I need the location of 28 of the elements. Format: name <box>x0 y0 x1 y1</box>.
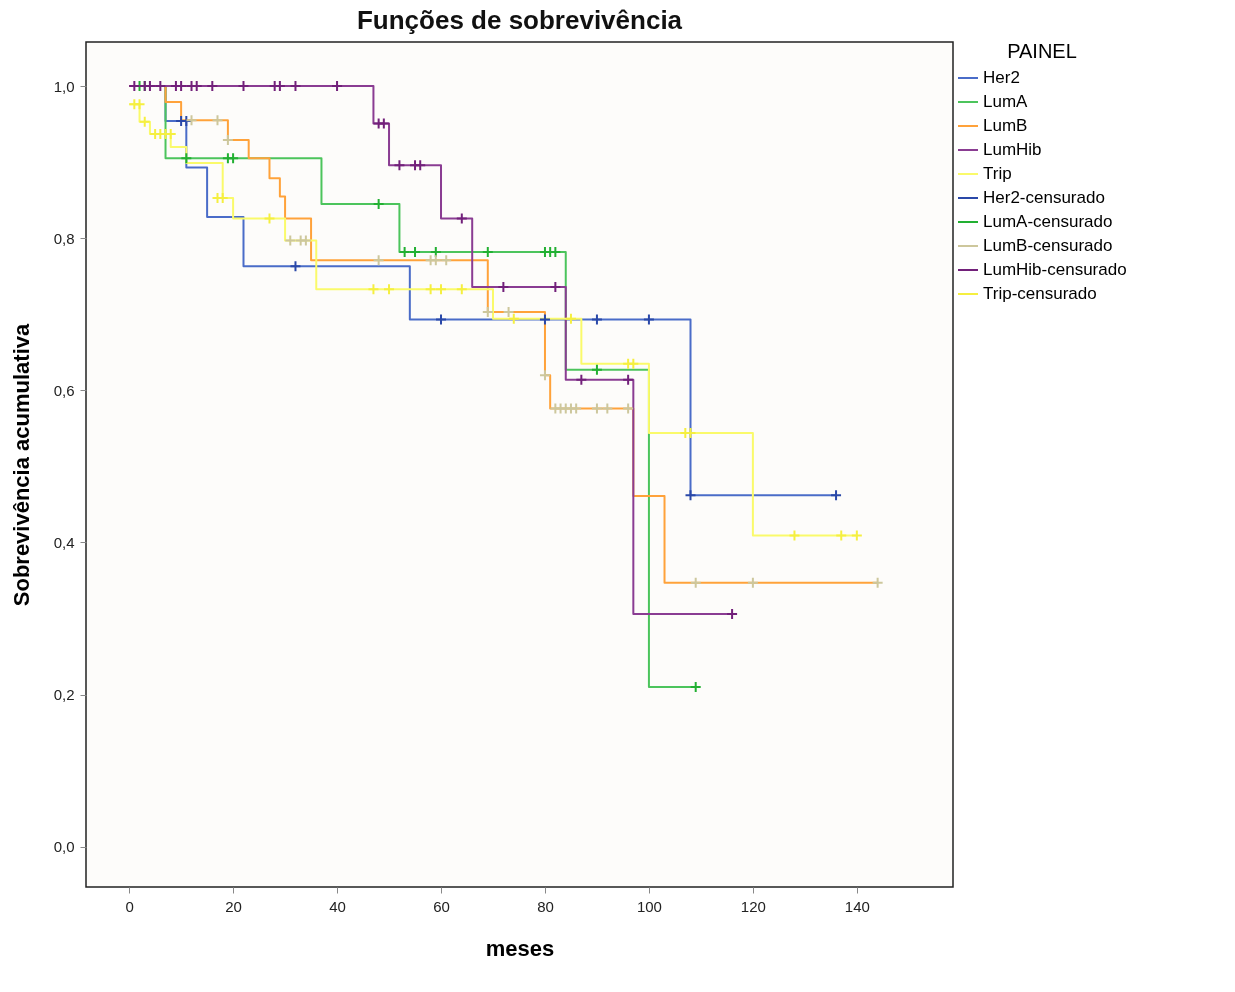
x-axis-title: meses <box>485 935 555 961</box>
legend-label: LumHib <box>983 140 1042 159</box>
y-tick-label: 0,8 <box>53 229 75 247</box>
chart-title: Funções de sobrevivência <box>356 5 683 35</box>
x-tick-label: 80 <box>537 897 554 915</box>
legend-label: Trip-censurado <box>983 284 1097 303</box>
x-tick-label: 140 <box>844 897 870 915</box>
legend-title: PAINEL <box>1007 40 1077 62</box>
y-tick-label: 0,4 <box>53 533 75 551</box>
y-tick-label: 1,0 <box>53 77 75 95</box>
y-tick-label: 0,2 <box>53 686 75 704</box>
legend-label: Trip <box>983 164 1012 183</box>
legend-label: LumHib-censurado <box>983 260 1127 279</box>
legend-label: Her2 <box>983 68 1020 87</box>
y-tick-label: 0,0 <box>53 838 75 856</box>
x-tick-label: 20 <box>225 897 242 915</box>
x-tick-label: 60 <box>433 897 450 915</box>
x-tick-label: 100 <box>636 897 662 915</box>
legend-label: LumB <box>983 116 1028 135</box>
legend-label: LumA <box>983 92 1029 111</box>
y-tick-label: 0,6 <box>53 381 75 399</box>
x-tick-label: 0 <box>125 897 134 915</box>
y-axis-title: Sobrevivência acumulativa <box>8 323 34 607</box>
legend-label: Her2-censurado <box>983 188 1105 207</box>
legend-label: LumA-censurado <box>983 212 1113 231</box>
legend-label: LumB-censurado <box>983 236 1113 255</box>
x-tick-label: 120 <box>740 897 766 915</box>
x-tick-label: 40 <box>329 897 346 915</box>
